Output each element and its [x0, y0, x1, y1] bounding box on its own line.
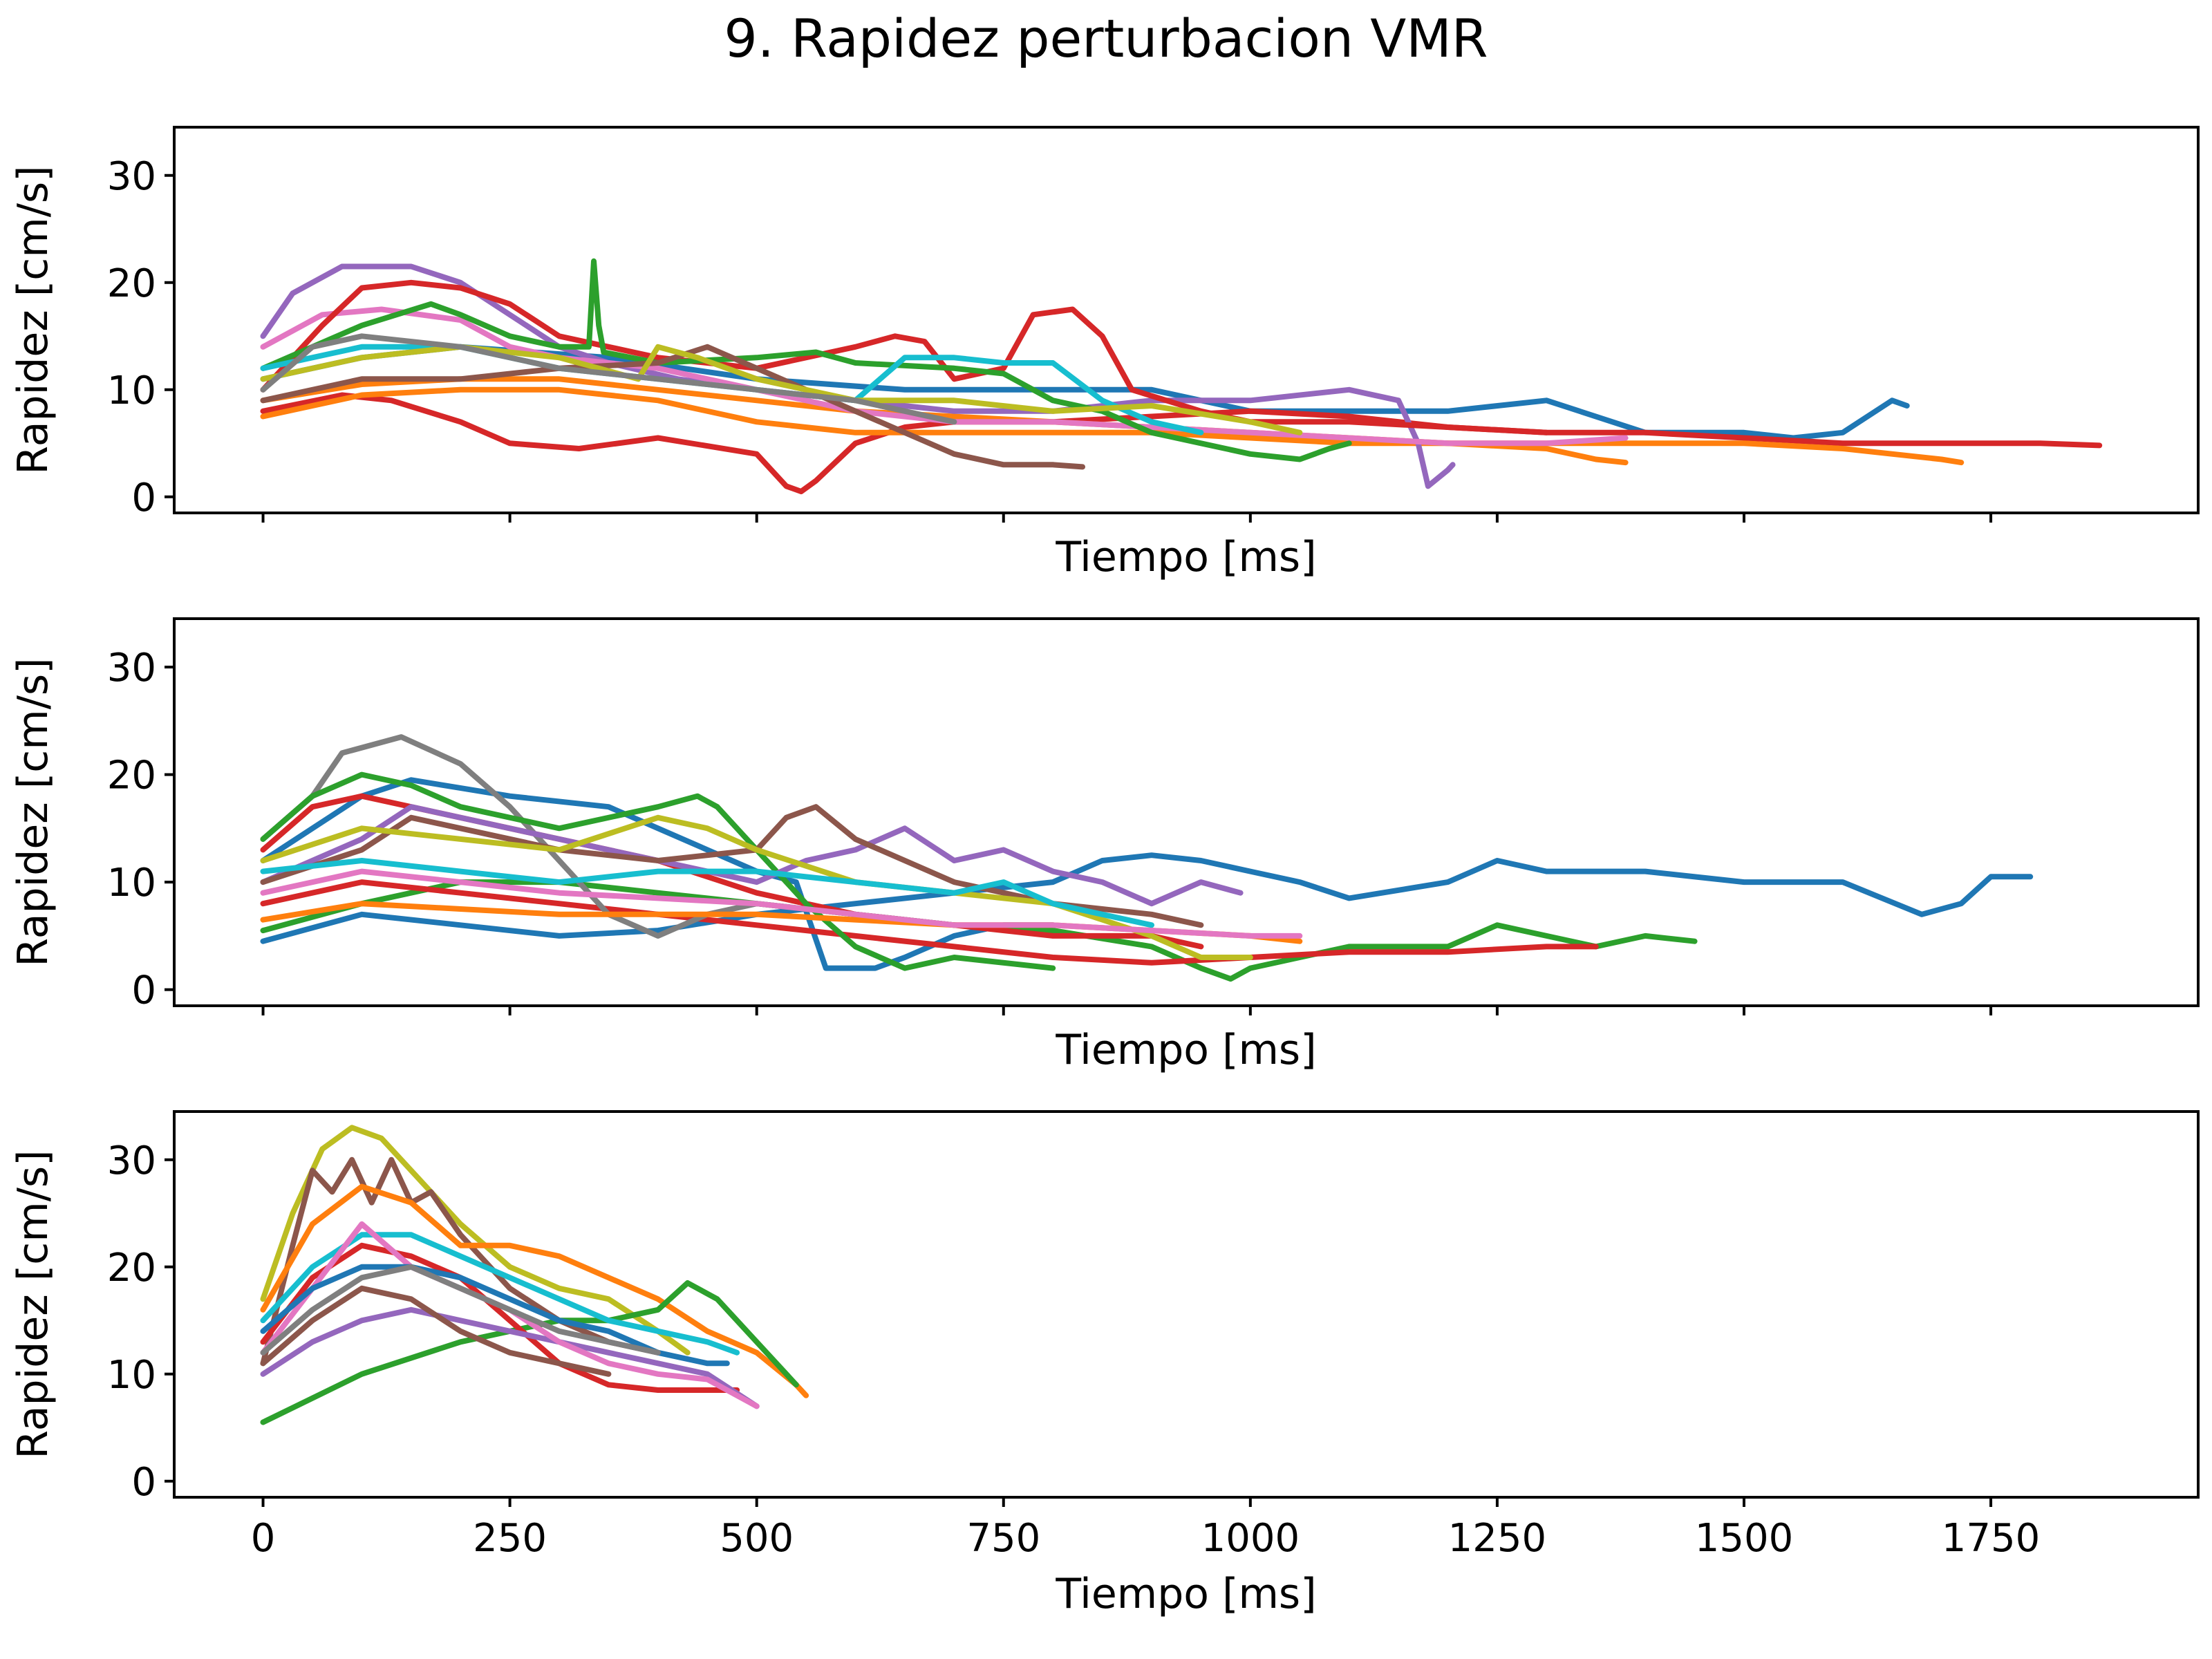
y-tick-label: 20	[107, 261, 156, 306]
y-axis-label: Rapidez [cm/s]	[9, 165, 57, 474]
series-line-2-10	[260, 814, 1253, 960]
axes-top: 0 10 20 30 Tiempo [ms] Rapidez [cm/s]	[9, 126, 2200, 581]
x-axis-label: Tiempo [ms]	[1055, 1570, 1316, 1618]
y-tick-label: 30	[107, 646, 156, 691]
series-line-1-12	[260, 333, 957, 425]
series-line-3-3	[260, 1183, 809, 1398]
series-line-2-3	[260, 879, 1698, 982]
series-line-3-11	[260, 1285, 612, 1377]
series-line-3-10	[260, 1264, 661, 1356]
series-line-3-7	[260, 1306, 760, 1409]
series-line-1-8	[260, 258, 1352, 462]
y-tick-label: 30	[107, 154, 156, 199]
series-line-2-11	[260, 858, 1154, 928]
x-tick-label: 250	[473, 1516, 547, 1561]
series-line-2-8	[260, 804, 1244, 907]
series-line-2-1	[260, 852, 2034, 944]
axes-middle: 0 10 20 30 Tiempo [ms] Rapidez [cm/s]	[9, 617, 2200, 1074]
series-line-1-2	[260, 392, 2103, 494]
y-tick-label: 20	[107, 753, 156, 798]
x-axis-label: Tiempo [ms]	[1055, 1026, 1316, 1074]
y-axis-label: Rapidez [cm/s]	[9, 657, 57, 966]
plot-frame	[173, 617, 2200, 1007]
series-line-2-7	[260, 771, 1056, 971]
series-line-2-4	[260, 879, 1599, 966]
axes-bottom: 0 250 500 750 1000 1250 1500 1750 0 10 20 30 Tiempo …	[9, 1110, 2200, 1618]
y-axis-label: Rapidez [cm/s]	[9, 1150, 57, 1459]
x-tick-label: 500	[720, 1516, 794, 1561]
series-line-3-9	[260, 1264, 730, 1367]
y-tick-label: 0	[131, 1460, 156, 1505]
series-line-1-10	[260, 344, 1085, 470]
y-tick-label: 0	[131, 476, 156, 521]
y-tick-label: 20	[107, 1246, 156, 1291]
y-tick-label: 10	[107, 1353, 156, 1398]
x-tick-label: 1500	[1695, 1516, 1794, 1561]
y-tick-label: 10	[107, 368, 156, 413]
figure-title: 9. Rapidez perturbacion VMR	[724, 8, 1488, 69]
plot-frame	[173, 126, 2200, 514]
series-line-3-4	[260, 1280, 799, 1425]
y-tick-label: 0	[131, 968, 156, 1013]
series-line-2-13	[260, 868, 1303, 939]
x-tick-label: 1750	[1942, 1516, 2041, 1561]
plot-frame	[173, 1110, 2200, 1499]
series-line-3-6	[260, 1242, 740, 1393]
x-tick-label: 1250	[1448, 1516, 1547, 1561]
x-tick-label: 1000	[1201, 1516, 1300, 1561]
x-tick-label: 0	[251, 1516, 276, 1561]
series-line-2-5	[260, 793, 1204, 950]
x-axis-label: Tiempo [ms]	[1055, 533, 1316, 581]
y-tick-label: 10	[107, 861, 156, 906]
x-tick-label: 750	[966, 1516, 1040, 1561]
y-tick-label: 30	[107, 1138, 156, 1183]
